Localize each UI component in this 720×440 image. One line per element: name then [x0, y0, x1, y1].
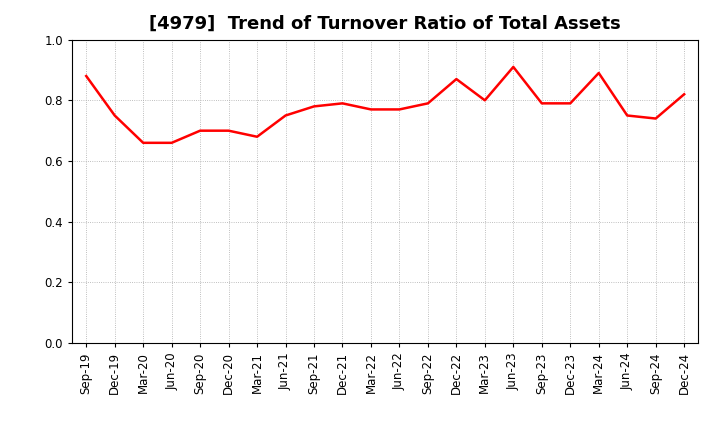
- Title: [4979]  Trend of Turnover Ratio of Total Assets: [4979] Trend of Turnover Ratio of Total …: [149, 15, 621, 33]
